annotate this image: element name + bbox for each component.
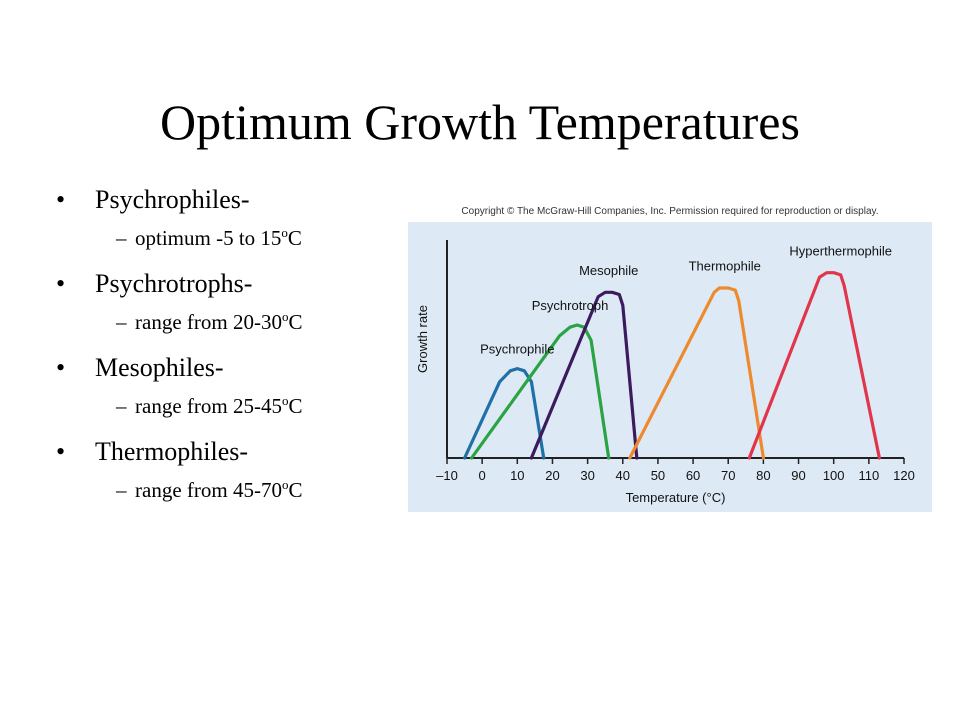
bullet-heading: Psychrophiles- — [95, 185, 250, 214]
y-axis-title: Growth rate — [415, 305, 430, 373]
x-tick-label: 50 — [651, 468, 665, 483]
series-line-psychrotroph — [470, 323, 611, 460]
bullet-psychrophiles: • Psychrophiles- — [56, 184, 396, 224]
chart-background — [408, 222, 932, 512]
unit-text: C — [288, 310, 303, 334]
slide-title: Optimum Growth Temperatures — [160, 94, 800, 150]
x-tick-label: 30 — [580, 468, 594, 483]
sub-bullet-text: range from 25-45 — [135, 394, 282, 418]
sub-bullet-text: range from 20-30 — [135, 310, 282, 334]
sub-bullet-psychrotrophs: – range from 20-30oC — [56, 308, 396, 352]
bullet-heading: Psychrotrophs- — [95, 269, 253, 298]
annotation-thermophile: Thermophile — [689, 259, 761, 274]
x-tick-label: 20 — [545, 468, 559, 483]
x-axis-title: Temperature (°C) — [626, 490, 726, 505]
bullet-dot: • — [56, 353, 66, 382]
unit-text: C — [288, 394, 303, 418]
unit-text: C — [287, 226, 302, 250]
annotation-psychrophile: Psychrophile — [480, 341, 554, 356]
sub-bullet-thermophiles: – range from 45-70oC — [56, 476, 396, 520]
x-tick-label: 100 — [823, 468, 845, 483]
x-tick-label: 120 — [893, 468, 915, 483]
growth-rate-chart: –10 0 10 20 30 40 50 60 70 80 90 100 110 120 Temperatu… — [408, 222, 932, 512]
sub-bullet-text: range from 45-70 — [135, 478, 282, 502]
x-tick-label: 110 — [858, 468, 879, 483]
growth-rate-figure: Copyright © The McGraw-Hill Companies, I… — [408, 200, 932, 512]
degree-symbol: o — [281, 477, 289, 492]
annotation-mesophile: Mesophile — [579, 263, 638, 278]
bullet-list: • Psychrophiles- – optimum -5 to 15oC • … — [56, 184, 396, 520]
x-tick-label: 70 — [721, 468, 735, 483]
x-tick-label: 0 — [479, 468, 486, 483]
sub-bullet-dash: – — [116, 310, 127, 334]
degree-symbol: o — [281, 225, 288, 240]
annotation-hyperthermophile: Hyperthermophile — [789, 243, 892, 258]
x-tick-label: 80 — [756, 468, 770, 483]
x-tick-label: 40 — [616, 468, 630, 483]
sub-bullet-psychrophiles: – optimum -5 to 15oC — [56, 224, 396, 268]
bullet-dot: • — [56, 269, 66, 298]
bullet-dot: • — [56, 185, 66, 214]
series-line-mesophile — [529, 290, 639, 460]
sub-bullet-dash: – — [116, 478, 127, 502]
degree-symbol: o — [281, 393, 289, 408]
sub-bullet-text: optimum -5 to 15 — [135, 226, 282, 250]
series-line-thermophile — [628, 286, 765, 460]
x-tick-label: 90 — [791, 468, 805, 483]
sub-bullet-mesophiles: – range from 25-45oC — [56, 392, 396, 436]
degree-symbol: o — [281, 309, 289, 324]
x-tick-label: 10 — [510, 468, 524, 483]
sub-bullet-dash: – — [116, 226, 127, 250]
series-line-hyperthermophile — [747, 271, 881, 460]
annotation-psychrotroph: Psychrotroph — [532, 298, 609, 313]
bullet-heading: Thermophiles- — [95, 437, 249, 466]
bullet-thermophiles: • Thermophiles- — [56, 436, 396, 476]
unit-text: C — [288, 478, 303, 502]
bullet-psychrotrophs: • Psychrotrophs- — [56, 268, 396, 308]
copyright-notice: Copyright © The McGraw-Hill Companies, I… — [461, 206, 879, 217]
bullet-heading: Mesophiles- — [95, 353, 224, 382]
bullet-dot: • — [56, 437, 66, 466]
x-tick-label: –10 — [436, 468, 458, 483]
sub-bullet-dash: – — [116, 394, 127, 418]
series-line-psychrophile — [463, 367, 546, 460]
bullet-mesophiles: • Mesophiles- — [56, 352, 396, 392]
x-tick-label: 60 — [686, 468, 700, 483]
